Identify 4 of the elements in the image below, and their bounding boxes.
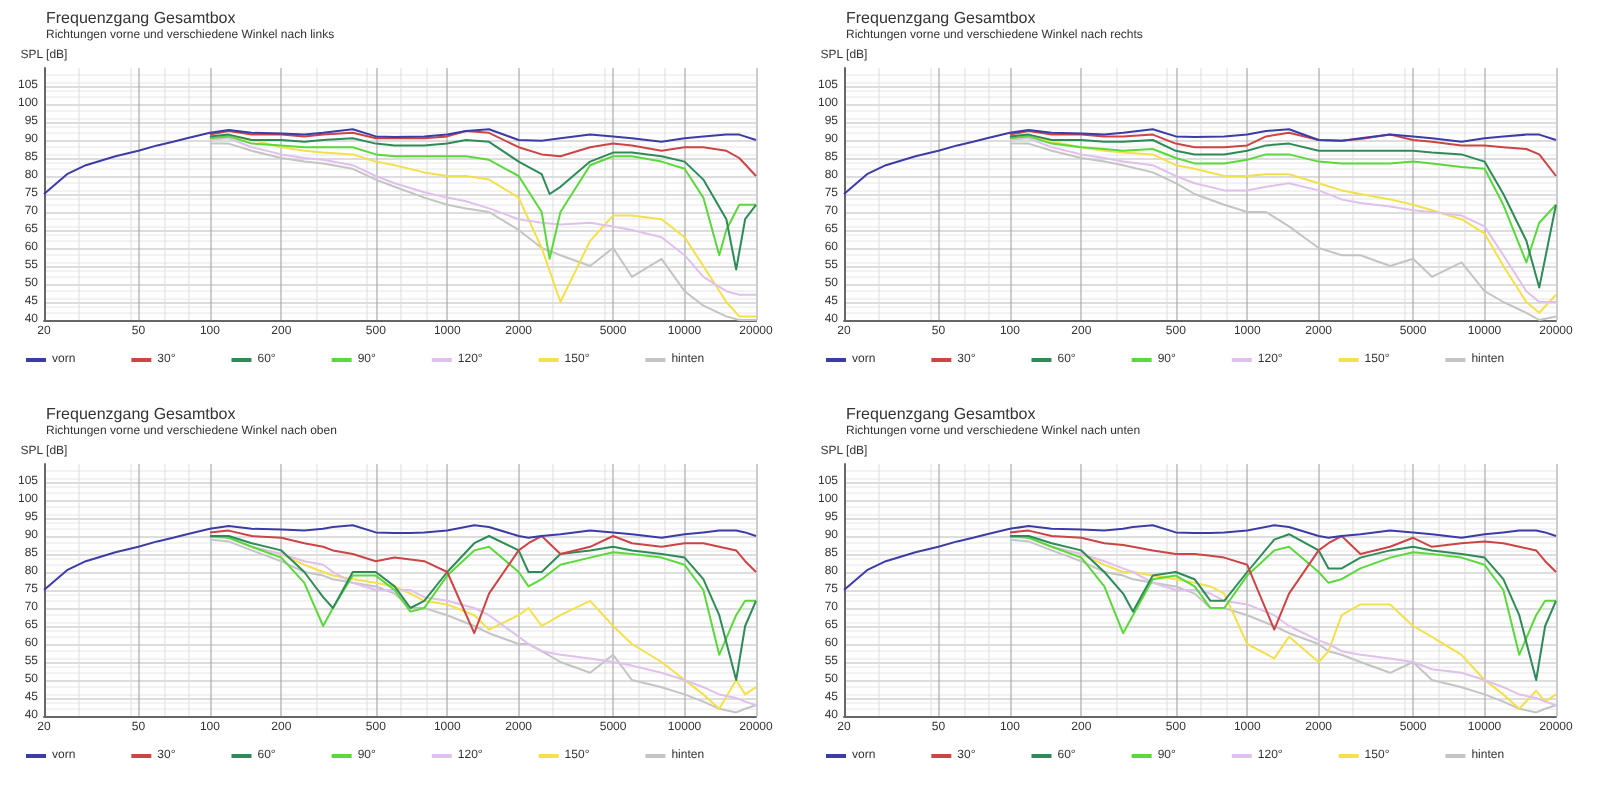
chart-title: Frequenzgang Gesamtbox — [46, 9, 236, 27]
chart-title: Frequenzgang Gesamtbox — [846, 405, 1036, 423]
chart-title: Frequenzgang Gesamtbox — [46, 405, 236, 423]
chart-title: Frequenzgang Gesamtbox — [846, 9, 1036, 27]
